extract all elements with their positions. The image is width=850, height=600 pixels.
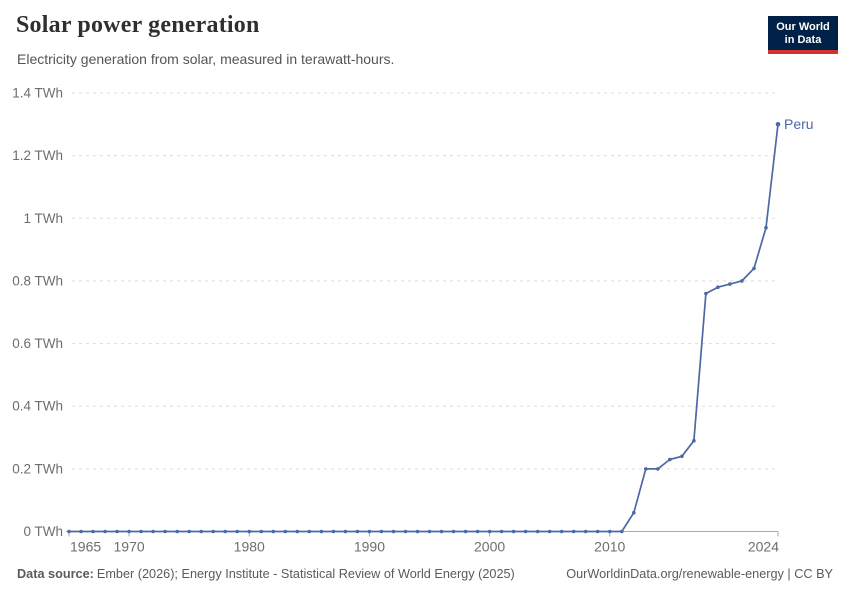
data-point[interactable] [115, 529, 119, 534]
data-point[interactable] [295, 529, 300, 534]
data-point[interactable] [764, 225, 768, 230]
data-point[interactable] [247, 529, 252, 534]
data-point[interactable] [127, 529, 131, 534]
data-point[interactable] [223, 529, 227, 534]
y-axis-tick-label: 0.8 TWh [12, 273, 63, 288]
data-point[interactable] [571, 529, 576, 534]
data-point-last[interactable] [775, 122, 781, 127]
y-axis-tick-label: 0 TWh [23, 524, 63, 539]
data-point[interactable] [187, 529, 191, 534]
data-point[interactable] [680, 454, 684, 459]
data-point[interactable] [595, 529, 600, 534]
data-point[interactable] [620, 529, 624, 534]
y-axis-tick-label: 1.2 TWh [12, 148, 63, 163]
data-point[interactable] [559, 529, 564, 534]
data-point[interactable] [692, 438, 696, 443]
data-point[interactable] [91, 529, 95, 534]
chart-subtitle: Electricity generation from solar, measu… [17, 51, 395, 67]
data-point[interactable] [79, 529, 83, 534]
y-axis-tick-label: 0.6 TWh [12, 336, 63, 351]
data-point[interactable] [632, 510, 636, 515]
x-axis-tick-label: 2010 [594, 539, 625, 555]
data-point[interactable] [343, 529, 348, 534]
data-point[interactable] [259, 529, 264, 534]
data-point[interactable] [271, 529, 276, 534]
page-title: Solar power generation [16, 12, 260, 38]
data-point[interactable] [199, 529, 203, 534]
data-point[interactable] [475, 529, 480, 534]
data-point[interactable] [499, 529, 504, 534]
y-axis-tick-label: 1 TWh [23, 211, 63, 226]
data-point[interactable] [656, 467, 660, 471]
data-point[interactable] [283, 529, 288, 534]
data-point[interactable] [307, 529, 312, 534]
data-point[interactable] [67, 529, 71, 534]
y-axis-tick-label: 0.2 TWh [12, 461, 63, 476]
data-point[interactable] [367, 529, 372, 534]
x-axis-tick-label: 1990 [354, 539, 385, 555]
x-axis-tick-label: 1970 [114, 539, 145, 555]
data-point[interactable] [139, 529, 143, 534]
data-point[interactable] [415, 529, 420, 534]
x-axis-tick-label: 1980 [234, 539, 265, 555]
y-axis-tick-label: 1.4 TWh [12, 86, 63, 101]
data-point[interactable] [235, 529, 239, 534]
x-axis-tick-label: 2000 [474, 539, 505, 555]
data-point[interactable] [355, 529, 360, 534]
data-point[interactable] [487, 529, 492, 534]
x-axis-tick-label: 2024 [748, 539, 779, 555]
owid-logo-line2: in Data [784, 33, 822, 46]
owid-logo[interactable]: Our World in Data [768, 16, 838, 54]
data-point[interactable] [451, 529, 456, 534]
data-point[interactable] [716, 285, 720, 290]
data-point[interactable] [644, 467, 648, 471]
y-axis-tick-label: 0.4 TWh [12, 399, 63, 414]
data-point[interactable] [547, 529, 552, 534]
data-point[interactable] [728, 282, 732, 286]
owid-logo-line1: Our World [776, 21, 830, 33]
data-point[interactable] [379, 529, 384, 534]
data-point[interactable] [668, 457, 672, 462]
data-point[interactable] [403, 529, 408, 534]
data-point[interactable] [583, 529, 588, 534]
data-point[interactable] [103, 529, 107, 534]
data-point[interactable] [427, 529, 432, 534]
data-point[interactable] [331, 529, 336, 534]
data-point[interactable] [151, 529, 155, 534]
x-axis-tick-label: 1965 [70, 539, 101, 555]
data-point[interactable] [608, 529, 612, 534]
data-source-label: Data source: [17, 567, 94, 581]
footer-link[interactable]: OurWorldinData.org/renewable-energy | CC… [566, 567, 833, 581]
data-point[interactable] [535, 529, 540, 534]
data-point[interactable] [463, 529, 468, 534]
data-point[interactable] [391, 529, 396, 534]
data-point[interactable] [175, 529, 179, 534]
data-point[interactable] [319, 529, 324, 534]
data-point[interactable] [523, 529, 528, 534]
data-point[interactable] [752, 266, 756, 271]
data-point[interactable] [740, 279, 744, 283]
data-point[interactable] [211, 529, 215, 534]
chart-footer: Data source: Ember (2026); Energy Institu… [17, 567, 833, 581]
data-point[interactable] [511, 529, 516, 534]
data-source-text: Ember (2026); Energy Institute - Statist… [96, 567, 515, 581]
data-point[interactable] [163, 529, 167, 534]
series-label: Peru [784, 116, 814, 132]
data-point[interactable] [704, 291, 708, 296]
data-source: Data source: Ember (2026); Energy Institu… [17, 567, 515, 581]
series-line[interactable] [68, 123, 779, 533]
data-point[interactable] [439, 529, 444, 534]
